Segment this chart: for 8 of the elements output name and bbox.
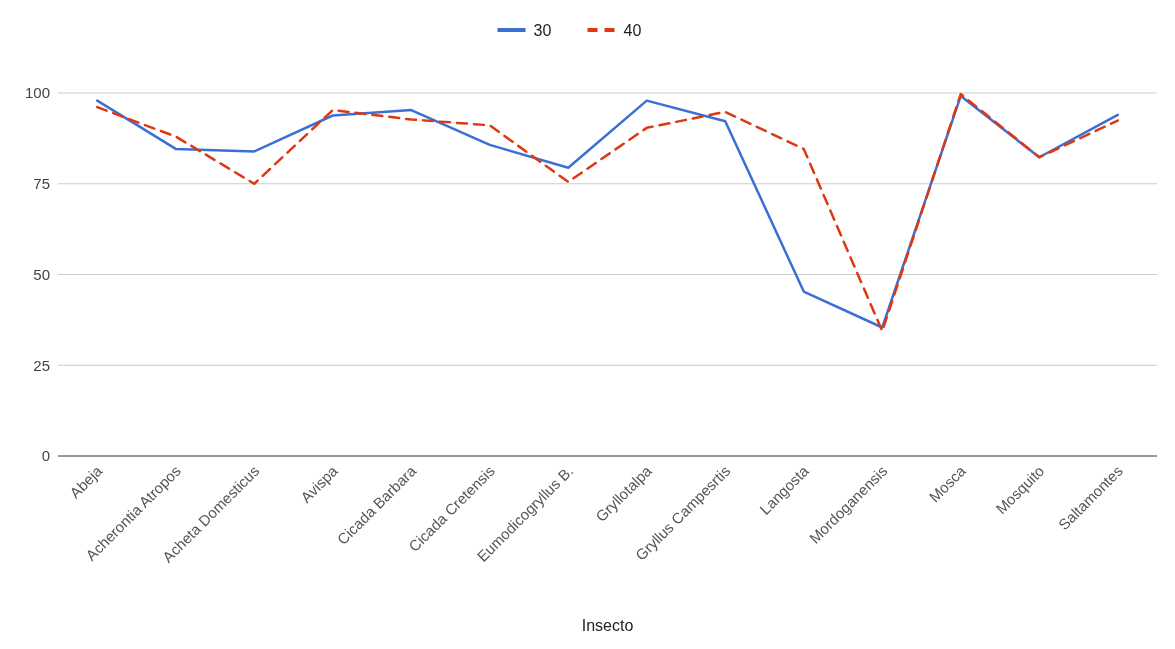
y-tick-label: 100 bbox=[24, 84, 50, 102]
legend-label: 30 bbox=[533, 21, 552, 39]
y-tick-label: 25 bbox=[33, 356, 50, 374]
y-tick-label: 50 bbox=[33, 265, 50, 283]
y-tick-label: 0 bbox=[41, 447, 50, 465]
x-axis-title: Insecto bbox=[581, 617, 634, 634]
y-tick-label: 75 bbox=[33, 175, 50, 192]
legend-label: 40 bbox=[623, 21, 642, 39]
